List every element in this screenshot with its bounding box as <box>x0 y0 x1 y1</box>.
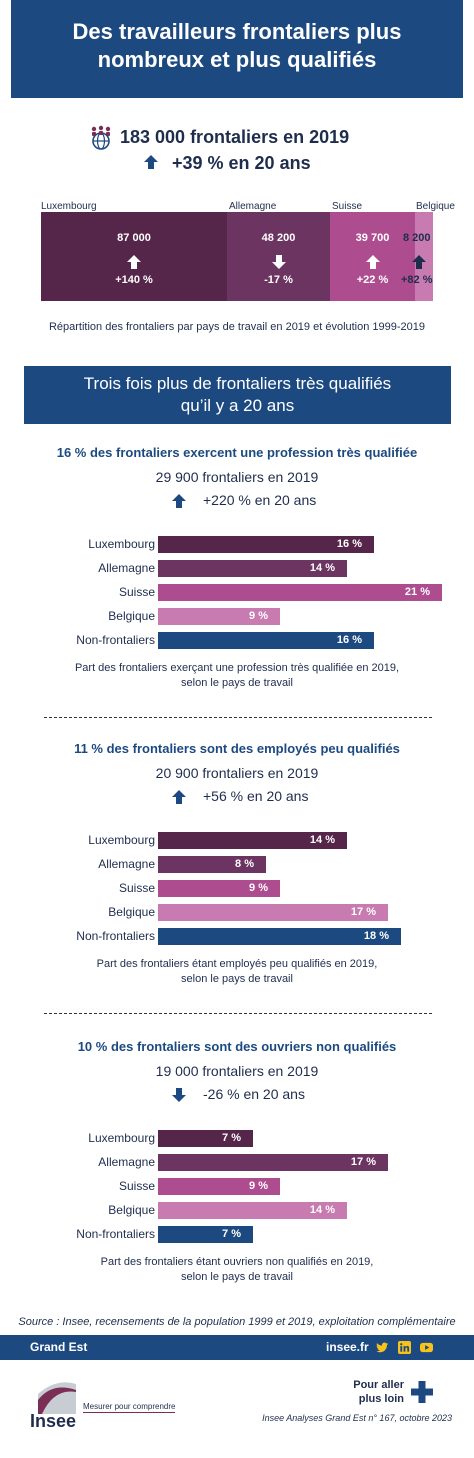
bar-label-non-frontaliers: Non-frontaliers <box>76 1227 155 1241</box>
bar-label-luxembourg: Luxembourg <box>88 833 155 847</box>
country-label-luxembourg: Luxembourg <box>41 201 97 212</box>
section-divider <box>44 1013 432 1014</box>
bar-allemagne: 17 % <box>158 1154 388 1171</box>
country-label-suisse: Suisse <box>332 201 363 212</box>
section-count: 29 900 frontaliers en 2019 <box>155 469 319 485</box>
bar-non-frontaliers: 18 % <box>158 928 401 945</box>
country-value: 48 200 <box>261 232 296 244</box>
bar-allemagne: 14 % <box>158 560 347 577</box>
twitter-icon[interactable] <box>376 1341 389 1354</box>
more-info-line2: plus loin <box>358 1393 404 1405</box>
bar-belgique: 14 % <box>158 1202 347 1219</box>
country-evolution: +22 % <box>356 274 389 286</box>
section-growth: -26 % en 20 ans <box>203 1086 305 1102</box>
bar-luxembourg: 16 % <box>158 536 374 553</box>
section-title: 10 % des frontaliers sont des ouvriers n… <box>77 1039 397 1054</box>
bar-label-belgique: Belgique <box>108 905 155 919</box>
page-title-line2: nombreux et plus qualifiés <box>97 47 377 72</box>
more-info-line1: Pour aller <box>353 1379 404 1391</box>
chart-caption-line2: selon le pays de travail <box>181 677 293 689</box>
bar-label-non-frontaliers: Non-frontaliers <box>76 929 155 943</box>
section-growth: +220 % en 20 ans <box>203 492 317 508</box>
chart-caption-line2: selon le pays de travail <box>181 973 293 985</box>
publication-reference: Insee Analyses Grand Est n° 167, octobre… <box>262 1413 452 1423</box>
bar-luxembourg: 7 % <box>158 1130 253 1147</box>
chart-caption-line1: Part des frontaliers étant ouvriers non … <box>100 1256 374 1268</box>
band-line2: qu’il y a 20 ans <box>180 396 295 415</box>
country-label-allemagne: Allemagne <box>229 201 277 212</box>
bar-label-allemagne: Allemagne <box>98 1155 155 1169</box>
country-segment-belgique: 8 200 +82 % <box>401 212 433 301</box>
arrow-down-icon <box>171 1087 187 1103</box>
bar-label-luxembourg: Luxembourg <box>88 1131 155 1145</box>
country-segment-luxembourg: 87 000 +140 % <box>41 212 227 301</box>
insee-logo-text: Insee <box>30 1411 77 1431</box>
insee-logo-icon <box>38 1380 76 1414</box>
section-divider <box>44 717 432 718</box>
bar-suisse: 9 % <box>158 880 280 897</box>
arrow-down-icon <box>271 254 287 273</box>
country-value: 8 200 <box>403 232 431 244</box>
chart-caption-line1: Part des frontaliers étant employés peu … <box>96 958 378 970</box>
country-label-belgique: Belgique <box>416 201 455 212</box>
chart-caption-line2: selon le pays de travail <box>181 1271 293 1283</box>
bar-suisse: 9 % <box>158 1178 280 1195</box>
bar-label-luxembourg: Luxembourg <box>88 537 155 551</box>
section-count: 20 900 frontaliers en 2019 <box>155 765 319 781</box>
workers-globe-icon <box>91 125 111 150</box>
bar-label-non-frontaliers: Non-frontaliers <box>76 633 155 647</box>
bar-label-suisse: Suisse <box>118 585 155 599</box>
page-header: Des travailleurs frontaliers plus nombre… <box>11 0 463 98</box>
country-evolution: -17 % <box>264 274 293 286</box>
page-title-line1: Des travailleurs frontaliers plus <box>72 19 402 44</box>
bar-non-frontaliers: 16 % <box>158 632 374 649</box>
section-title: 16 % des frontaliers exercent une profes… <box>56 445 418 460</box>
arrow-up-icon <box>171 493 187 509</box>
bar-suisse: 21 % <box>158 584 442 601</box>
country-evolution: +140 % <box>115 274 153 286</box>
bar-label-suisse: Suisse <box>118 1179 155 1193</box>
section-title: 11 % des frontaliers sont des employés p… <box>74 741 400 756</box>
plus-icon[interactable] <box>411 1381 433 1403</box>
footer-bar: Grand Est insee.fr <box>0 1335 474 1360</box>
section-band: Trois fois plus de frontaliers très qual… <box>24 366 451 424</box>
bar-belgique: 9 % <box>158 608 280 625</box>
country-value: 87 000 <box>117 232 151 244</box>
more-info-link[interactable]: Pour aller plus loin <box>330 1378 404 1406</box>
youtube-icon[interactable] <box>420 1341 433 1354</box>
bar-label-allemagne: Allemagne <box>98 561 155 575</box>
bar-allemagne: 8 % <box>158 856 266 873</box>
bar-luxembourg: 14 % <box>158 832 347 849</box>
arrow-up-icon <box>144 155 158 169</box>
arrow-up-icon <box>411 254 427 273</box>
bar-label-suisse: Suisse <box>118 881 155 895</box>
band-line1: Trois fois plus de frontaliers très qual… <box>83 374 392 393</box>
linkedin-icon[interactable] <box>398 1341 411 1354</box>
bar-label-allemagne: Allemagne <box>98 857 155 871</box>
country-segment-allemagne: 48 200 -17 % <box>227 212 330 301</box>
arrow-up-icon <box>126 254 142 273</box>
arrow-up-icon <box>365 254 381 273</box>
section-growth: +56 % en 20 ans <box>203 788 309 804</box>
country-value: 39 700 <box>355 232 390 244</box>
insee-tagline: Mesurer pour comprendre <box>83 1402 176 1413</box>
kpi-growth: +39 % en 20 ans <box>172 153 311 173</box>
footer-region: Grand Est <box>30 1340 88 1354</box>
bar-label-belgique: Belgique <box>108 1203 155 1217</box>
bar-non-frontaliers: 7 % <box>158 1226 253 1243</box>
bar-belgique: 17 % <box>158 904 388 921</box>
country-bar-caption: Répartition des frontaliers par pays de … <box>48 321 426 333</box>
bar-label-belgique: Belgique <box>108 609 155 623</box>
country-segment-suisse: 39 700 +22 % <box>330 212 415 301</box>
country-evolution: +82 % <box>401 274 433 286</box>
chart-caption-line1: Part des frontaliers exerçant une profes… <box>74 662 400 674</box>
arrow-up-icon <box>171 789 187 805</box>
kpi-total: 183 000 frontaliers en 2019 <box>120 127 350 147</box>
source-note: Source : Insee, recensements de la popul… <box>18 1316 456 1328</box>
footer-site-link[interactable]: insee.fr <box>326 1340 369 1354</box>
section-count: 19 000 frontaliers en 2019 <box>155 1063 319 1079</box>
